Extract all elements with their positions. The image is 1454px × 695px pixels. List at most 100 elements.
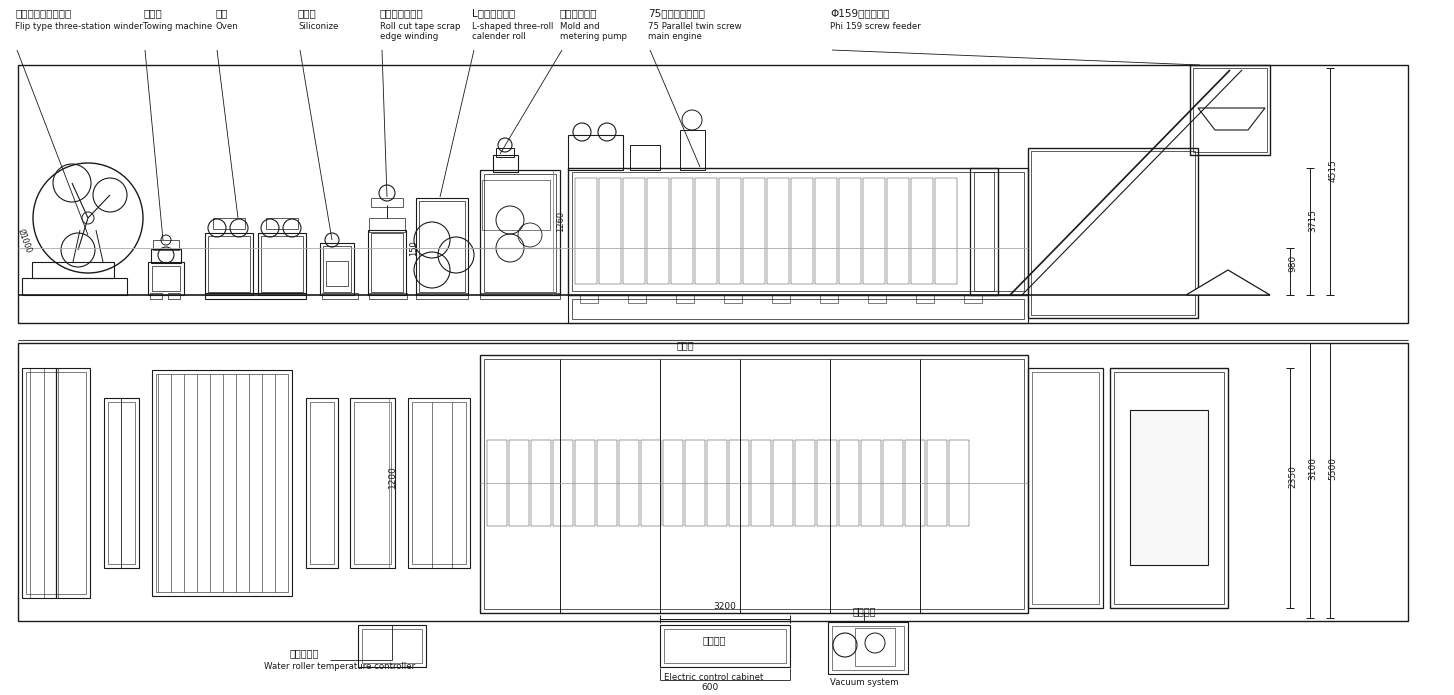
- Text: Roll cut tape scrap
edge winding: Roll cut tape scrap edge winding: [379, 22, 461, 42]
- Text: 牵引机: 牵引机: [142, 8, 161, 18]
- Bar: [411, 402, 465, 564]
- Bar: [887, 178, 909, 284]
- Bar: [817, 440, 838, 526]
- Bar: [571, 299, 1024, 319]
- Text: Φ159螺旋上料机: Φ159螺旋上料机: [830, 8, 890, 18]
- Bar: [409, 398, 470, 568]
- Text: Vacuum system: Vacuum system: [830, 678, 899, 687]
- Bar: [496, 148, 515, 157]
- Bar: [728, 440, 749, 526]
- Bar: [1028, 148, 1198, 318]
- Bar: [369, 293, 407, 299]
- Bar: [599, 178, 621, 284]
- Bar: [419, 201, 465, 292]
- Bar: [628, 295, 646, 303]
- Text: Towing machine: Towing machine: [142, 22, 212, 31]
- Bar: [1130, 410, 1208, 565]
- Text: 烘箱: 烘箱: [215, 8, 227, 18]
- Text: 5500: 5500: [1329, 457, 1338, 480]
- Bar: [1192, 68, 1266, 152]
- Text: 980: 980: [1288, 254, 1297, 272]
- Bar: [509, 440, 529, 526]
- Text: 1260: 1260: [555, 211, 566, 232]
- Bar: [619, 440, 638, 526]
- Text: 75平行双螺杆主机: 75平行双螺杆主机: [648, 8, 705, 18]
- Text: 电控联柜: 电控联柜: [702, 635, 726, 645]
- Bar: [598, 440, 616, 526]
- Bar: [622, 178, 646, 284]
- Bar: [670, 178, 694, 284]
- Bar: [153, 370, 292, 596]
- Bar: [1114, 372, 1224, 604]
- Bar: [685, 440, 705, 526]
- Bar: [912, 178, 933, 284]
- Bar: [695, 178, 717, 284]
- Text: 3715: 3715: [1309, 208, 1317, 231]
- Bar: [487, 440, 507, 526]
- Bar: [480, 355, 1028, 613]
- Bar: [868, 295, 885, 303]
- Text: Siliconize: Siliconize: [298, 22, 339, 31]
- Bar: [795, 440, 816, 526]
- Bar: [820, 295, 838, 303]
- Bar: [148, 262, 185, 295]
- Bar: [480, 293, 560, 299]
- Bar: [827, 622, 907, 674]
- Bar: [680, 130, 705, 170]
- Text: 滚切带废边收卷: 滚切带废边收卷: [379, 8, 423, 18]
- Bar: [205, 233, 253, 295]
- Text: 4515: 4515: [1329, 158, 1338, 181]
- Bar: [350, 398, 395, 568]
- Bar: [153, 266, 180, 291]
- Bar: [660, 625, 790, 667]
- Bar: [832, 626, 904, 670]
- Bar: [369, 218, 406, 232]
- Bar: [416, 198, 468, 295]
- Bar: [17, 65, 1407, 323]
- Text: Oven: Oven: [215, 22, 238, 31]
- Bar: [707, 440, 727, 526]
- Bar: [493, 155, 518, 172]
- Text: Phi 159 screw feeder: Phi 159 screw feeder: [830, 22, 920, 31]
- Bar: [205, 293, 305, 299]
- Bar: [904, 440, 925, 526]
- Bar: [208, 236, 250, 292]
- Bar: [17, 343, 1407, 621]
- Bar: [883, 440, 903, 526]
- Text: 2350: 2350: [1288, 465, 1297, 488]
- Bar: [26, 372, 86, 594]
- Bar: [531, 440, 551, 526]
- Bar: [630, 145, 660, 170]
- Bar: [816, 178, 838, 284]
- Bar: [928, 440, 947, 526]
- Bar: [949, 440, 968, 526]
- Bar: [362, 629, 422, 663]
- Bar: [964, 295, 981, 303]
- Bar: [569, 135, 622, 170]
- Bar: [718, 178, 742, 284]
- Bar: [266, 218, 298, 229]
- Text: L-shaped three-roll
calender roll: L-shaped three-roll calender roll: [473, 22, 554, 42]
- Bar: [358, 625, 426, 667]
- Bar: [774, 440, 792, 526]
- Bar: [663, 440, 683, 526]
- Text: 1200: 1200: [388, 465, 397, 488]
- Polygon shape: [1186, 270, 1269, 295]
- Bar: [371, 198, 403, 207]
- Text: 模具及计量泵: 模具及计量泵: [560, 8, 598, 18]
- Bar: [151, 249, 180, 263]
- Bar: [484, 174, 555, 292]
- Bar: [768, 178, 790, 284]
- Bar: [1028, 368, 1104, 608]
- Bar: [1189, 65, 1269, 155]
- Bar: [571, 172, 995, 291]
- Bar: [864, 178, 885, 284]
- Bar: [580, 295, 598, 303]
- Bar: [371, 233, 403, 292]
- Bar: [574, 178, 598, 284]
- Bar: [569, 295, 1028, 323]
- Bar: [416, 293, 468, 299]
- Bar: [839, 178, 861, 284]
- Bar: [323, 246, 350, 292]
- Bar: [169, 293, 180, 299]
